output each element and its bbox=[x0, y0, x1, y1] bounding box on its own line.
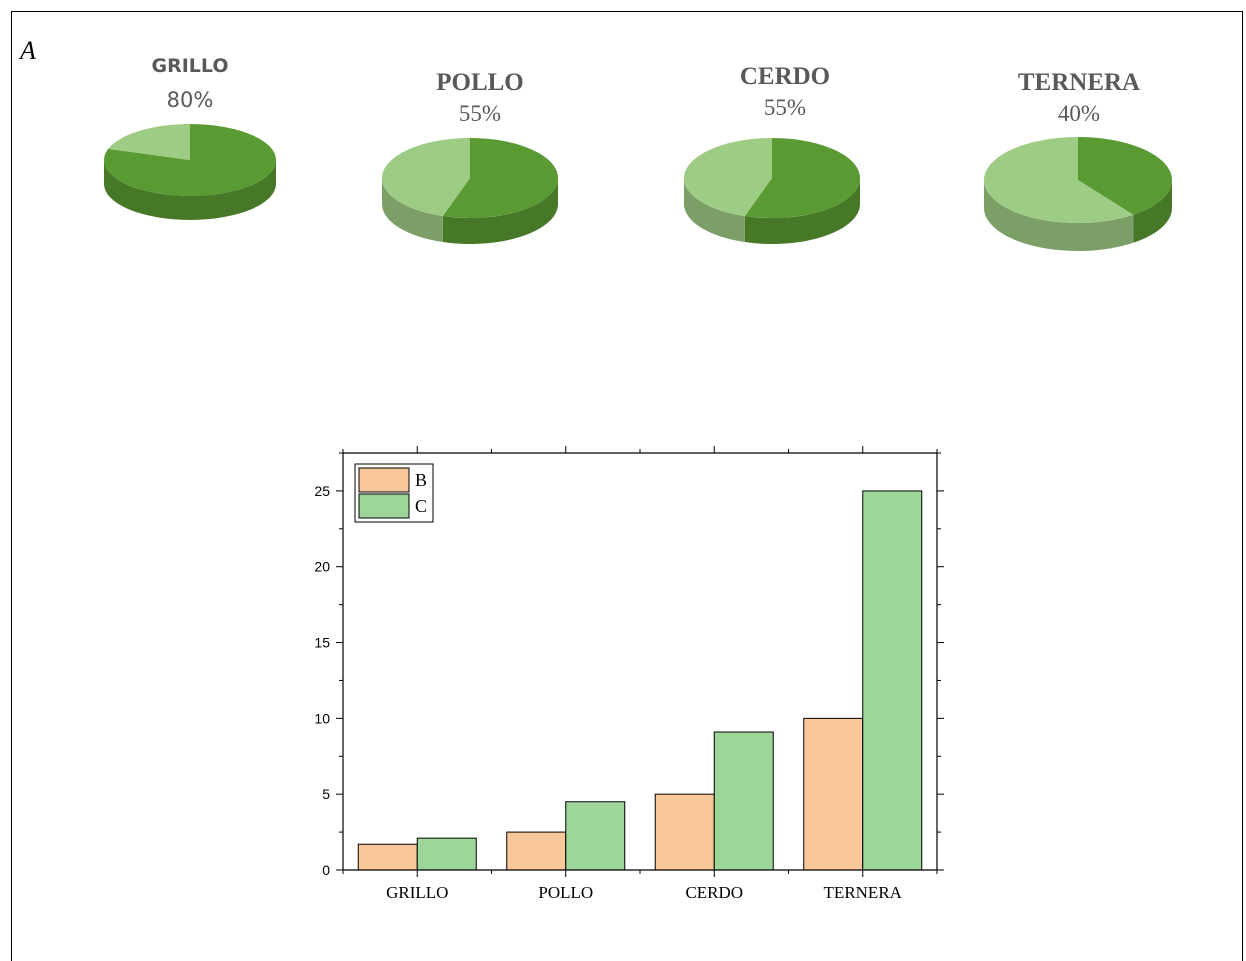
pie-side-main bbox=[1133, 180, 1172, 243]
pie-charts bbox=[104, 124, 1172, 251]
pie-title-grillo: GRILLO bbox=[151, 55, 229, 77]
pie-pollo bbox=[382, 138, 558, 245]
pie-side-main bbox=[104, 160, 276, 220]
pie-side-rest bbox=[684, 178, 745, 243]
pie-slice-rest bbox=[684, 138, 772, 217]
pie-side-main bbox=[442, 178, 558, 245]
pie-title-pollo: POLLO bbox=[436, 69, 524, 96]
pie-slice-main bbox=[1078, 137, 1172, 215]
pie-slice-rest bbox=[984, 137, 1134, 223]
figure-frame bbox=[11, 11, 1243, 961]
pie-percent-pollo: 55% bbox=[458, 101, 502, 126]
pie-percent-ternera: 40% bbox=[1057, 101, 1101, 126]
pie-cerdo bbox=[684, 138, 860, 245]
pie-side-rest bbox=[984, 180, 1134, 251]
panel-label: A bbox=[20, 36, 36, 65]
pie-slice-rest bbox=[382, 138, 470, 217]
pie-grillo bbox=[104, 124, 277, 220]
pie-percent-cerdo: 55% bbox=[763, 95, 807, 120]
pie-slice-rest bbox=[108, 124, 190, 160]
pie-side-rest bbox=[382, 178, 443, 243]
pie-percent-grillo: 80% bbox=[166, 88, 214, 112]
pie-slice-main bbox=[442, 138, 558, 218]
pie-title-cerdo: CERDO bbox=[739, 63, 831, 90]
pie-ternera bbox=[984, 137, 1172, 251]
pie-title-ternera: TERNERA bbox=[1017, 69, 1141, 96]
pie-slice-main bbox=[744, 138, 860, 218]
pie-side-main bbox=[744, 178, 860, 245]
